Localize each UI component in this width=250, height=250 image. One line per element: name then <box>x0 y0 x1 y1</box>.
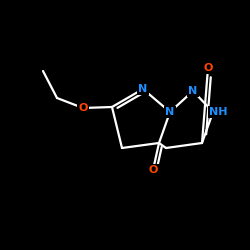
Text: O: O <box>203 63 213 73</box>
Text: N: N <box>166 107 174 117</box>
Text: O: O <box>148 165 158 175</box>
Text: N: N <box>138 84 147 94</box>
Text: O: O <box>78 103 88 113</box>
Text: NH: NH <box>209 107 227 117</box>
Text: N: N <box>188 86 198 96</box>
